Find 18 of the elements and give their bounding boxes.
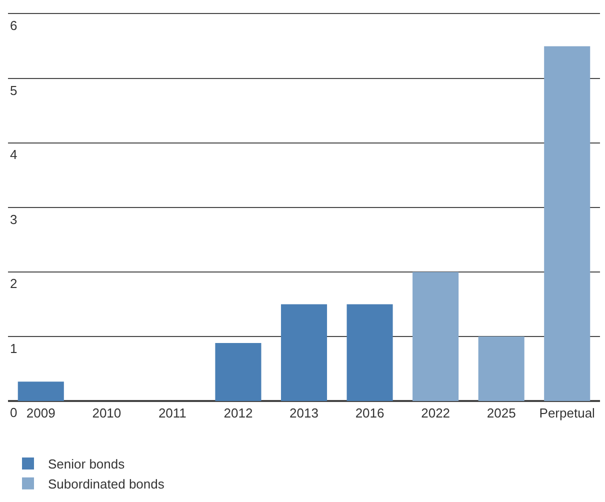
x-tick-label: 2011 [158,406,186,421]
y-tick-label: 3 [10,212,18,227]
x-tick-label: 2012 [224,406,253,421]
x-tick-label: 2016 [355,406,384,421]
x-tick-label: 2010 [92,406,122,421]
x-tick-label: 2013 [290,406,318,421]
x-tick-label: 2009 [26,406,56,421]
y-tick-label: 0 [10,405,18,420]
y-tick-label: 2 [10,276,18,291]
legend-label: Senior bonds [48,456,126,472]
x-tick-label: 2022 [421,406,450,421]
y-tick-label: 6 [10,18,18,33]
legend-label: Subordinated bonds [48,476,165,492]
x-tick-label: Perpetual [539,406,596,421]
y-tick-label: 5 [10,83,18,98]
x-tick-label: 2025 [486,406,516,421]
y-tick-label: 4 [10,147,18,162]
y-tick-label: 1 [10,341,18,356]
